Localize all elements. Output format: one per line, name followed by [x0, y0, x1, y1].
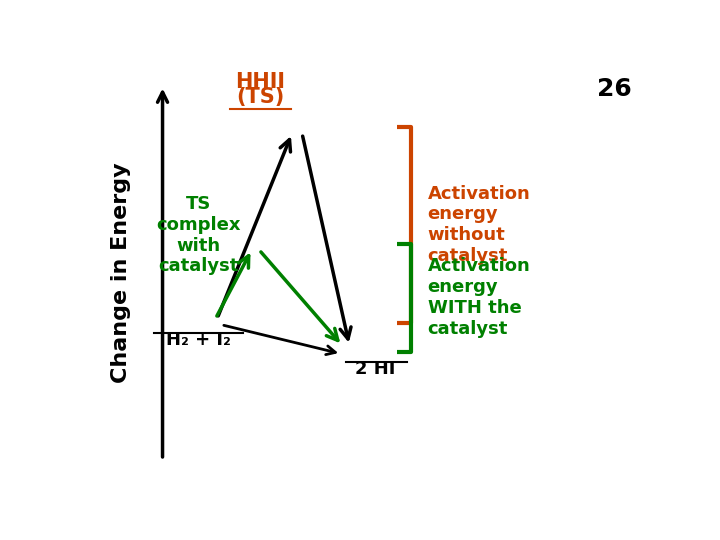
Text: 2 HI: 2 HI [355, 360, 395, 378]
Text: Change in Energy: Change in Energy [111, 163, 131, 383]
Text: 26: 26 [596, 77, 631, 102]
Text: H₂ + I₂: H₂ + I₂ [166, 331, 231, 349]
Text: Activation
energy
without
catalyst: Activation energy without catalyst [428, 185, 531, 265]
Text: (TS): (TS) [236, 87, 284, 107]
Text: TS
complex
with
catalyst: TS complex with catalyst [156, 195, 241, 275]
Text: Activation
energy
WITH the
catalyst: Activation energy WITH the catalyst [428, 258, 531, 338]
Text: HHII: HHII [235, 72, 285, 92]
